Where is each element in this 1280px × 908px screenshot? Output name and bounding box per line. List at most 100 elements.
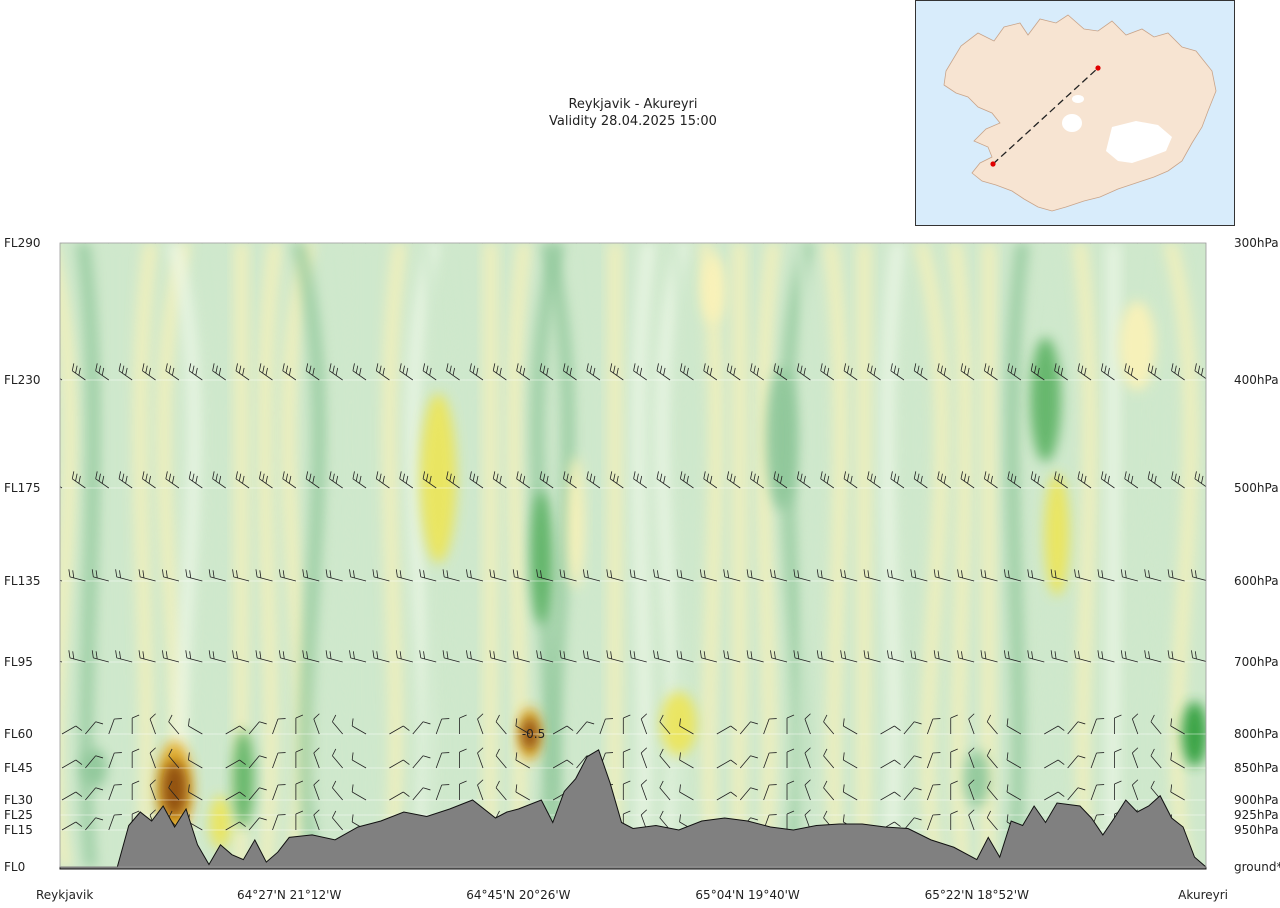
- wind-barb: [609, 471, 624, 489]
- wind-barb: [95, 363, 110, 381]
- wind-barb: [1003, 569, 1022, 582]
- wind-barb: [640, 779, 648, 801]
- field-streak: [200, 243, 225, 867]
- wind-barb: [933, 650, 951, 663]
- wind-barb: [446, 243, 460, 244]
- wind-barb: [225, 791, 246, 801]
- wind-barb: [329, 363, 343, 381]
- wind-barb: [726, 243, 741, 244]
- field-streak: [574, 243, 599, 867]
- wind-barb: [842, 752, 858, 769]
- flight-level-label: FL25: [4, 808, 33, 822]
- wind-barb: [295, 714, 304, 734]
- wind-barb: [495, 780, 507, 801]
- wind-barb: [278, 569, 296, 582]
- wind-barb: [1030, 363, 1045, 381]
- wind-barb: [842, 718, 858, 735]
- flight-level-label: FL60: [4, 727, 33, 741]
- wind-barb: [332, 780, 343, 801]
- wind-barb: [622, 714, 631, 734]
- wind-barb: [325, 569, 343, 582]
- wind-barb: [255, 650, 273, 663]
- wind-barb: [750, 243, 764, 244]
- wind-barb: [986, 810, 998, 831]
- wind-barb: [91, 650, 109, 663]
- wind-barb: [162, 650, 180, 663]
- wind-barb: [208, 650, 226, 663]
- wind-barb: [1147, 243, 1162, 244]
- wind-barb: [582, 650, 601, 663]
- wind-barb: [1208, 791, 1228, 807]
- wind-barb: [804, 747, 811, 769]
- field-streak: [756, 243, 781, 867]
- wind-barb: [1006, 718, 1022, 735]
- wind-barb: [477, 779, 484, 801]
- wind-barb: [880, 759, 901, 769]
- wind-barb: [950, 810, 958, 830]
- wind-barb: [495, 714, 507, 735]
- wind-barb: [149, 747, 156, 769]
- flight-level-label: FL135: [4, 574, 41, 588]
- wind-barb: [1050, 650, 1068, 663]
- field-streak: [133, 243, 158, 867]
- wind-barb: [890, 363, 905, 381]
- wind-barb: [1144, 650, 1162, 663]
- wind-barb: [633, 243, 647, 244]
- wind-barb: [1208, 759, 1228, 775]
- wind-barb: [91, 569, 109, 582]
- wind-barb: [1120, 569, 1138, 582]
- map-ice-langjokull: [1062, 114, 1082, 132]
- wind-barb: [85, 817, 104, 831]
- wind-barb: [278, 650, 296, 663]
- wind-barb: [937, 243, 951, 244]
- wind-barb: [763, 784, 777, 801]
- wind-barb: [797, 243, 811, 244]
- pressure-level-label: 950hPa: [1234, 823, 1279, 837]
- wind-barb: [118, 363, 133, 381]
- wind-barb: [305, 243, 320, 244]
- motion-cell: [530, 491, 553, 625]
- wind-barb: [446, 363, 460, 381]
- wind-barb: [703, 471, 718, 489]
- wind-barb: [412, 787, 431, 801]
- pressure-level-label: 850hPa: [1234, 761, 1279, 775]
- wind-barb: [351, 718, 367, 735]
- field-streak: [483, 243, 498, 867]
- wind-barb: [609, 363, 624, 381]
- wind-barb: [1067, 755, 1086, 769]
- wind-barb: [1170, 784, 1185, 801]
- flight-level-label: FL230: [4, 373, 41, 387]
- wind-barb: [676, 569, 694, 582]
- wind-barb: [351, 752, 367, 769]
- wind-barb: [679, 752, 694, 769]
- wind-barb: [679, 363, 694, 381]
- field-streak: [382, 243, 407, 867]
- wind-barb: [1150, 714, 1162, 735]
- wind-barb: [419, 569, 437, 582]
- wind-barb: [1147, 363, 1162, 381]
- flight-level-label: FL0: [4, 860, 25, 874]
- wind-barb: [516, 243, 530, 244]
- wind-barb: [459, 780, 467, 800]
- field-streak: [281, 243, 317, 867]
- wind-barb: [115, 569, 133, 582]
- pressure-level-label: 800hPa: [1234, 727, 1279, 741]
- wind-barb: [863, 650, 881, 663]
- wind-barb: [131, 780, 140, 800]
- wind-barb: [659, 780, 671, 801]
- wind-barb: [703, 363, 718, 381]
- wind-barb: [950, 748, 958, 768]
- wind-barb: [726, 363, 741, 381]
- wind-barb: [272, 814, 286, 831]
- wind-barb: [606, 650, 624, 663]
- wind-barb: [1170, 752, 1185, 769]
- wind-barb: [1167, 650, 1185, 663]
- wind-barb: [1044, 791, 1065, 801]
- pressure-level-label: 400hPa: [1234, 373, 1279, 387]
- wind-barb: [1170, 718, 1185, 735]
- wind-barb: [984, 363, 998, 381]
- wind-barb: [142, 363, 156, 381]
- wind-barb: [477, 713, 484, 735]
- wind-barb: [165, 363, 180, 381]
- wind-barb: [389, 759, 410, 769]
